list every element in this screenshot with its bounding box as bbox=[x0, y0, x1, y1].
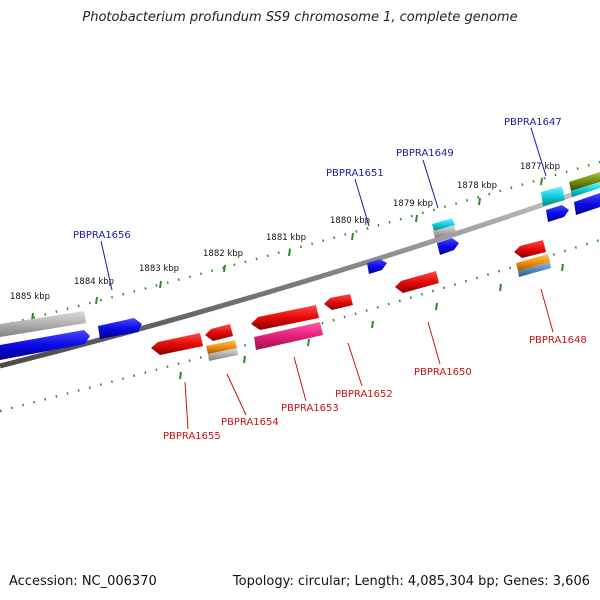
forward-strand-genes bbox=[0, 172, 600, 360]
gene-arrow[interactable] bbox=[0, 311, 86, 337]
gene-arrow[interactable] bbox=[516, 254, 550, 271]
gene-arrow[interactable] bbox=[206, 340, 237, 354]
gene-arrow[interactable] bbox=[541, 186, 565, 206]
gene-label[interactable]: PBPRA1647 bbox=[504, 117, 562, 128]
scale-labels: 1885 kbp 1884 kbp 1883 kbp 1882 kbp 1881… bbox=[10, 162, 560, 302]
scale-label: 1885 kbp bbox=[10, 292, 50, 302]
callout-line bbox=[540, 288, 554, 333]
scale-label: 1883 kbp bbox=[139, 264, 179, 274]
forward-gene-labels: PBPRA1656 PBPRA1651 PBPRA1649 PBPRA1647 bbox=[73, 117, 562, 241]
scale-label: 1884 kbp bbox=[74, 277, 114, 287]
accession-text: Accession: NC_006370 bbox=[9, 574, 157, 589]
callout-line bbox=[100, 240, 113, 291]
gene-label[interactable]: PBPRA1649 bbox=[396, 148, 454, 159]
callout-line bbox=[530, 127, 547, 177]
callout-line bbox=[347, 342, 363, 387]
gene-arrow[interactable] bbox=[367, 259, 387, 274]
gene-arrow[interactable] bbox=[569, 172, 600, 191]
callout-line bbox=[422, 159, 439, 209]
reverse-callouts bbox=[184, 288, 554, 430]
callout-line bbox=[184, 381, 189, 430]
gene-arrow[interactable] bbox=[205, 324, 233, 341]
genome-stats-text: Topology: circular; Length: 4,085,304 bp… bbox=[232, 574, 590, 589]
scale-label: 1881 kbp bbox=[266, 233, 306, 243]
gene-arrow[interactable] bbox=[571, 182, 600, 197]
gene-arrow[interactable] bbox=[324, 294, 353, 310]
gene-arrow[interactable] bbox=[98, 318, 142, 339]
reverse-strand-genes bbox=[151, 240, 551, 361]
gene-arrow[interactable] bbox=[546, 205, 569, 222]
scale-label: 1880 kbp bbox=[330, 216, 370, 226]
gene-arrow[interactable] bbox=[574, 193, 600, 215]
gene-arrow[interactable] bbox=[254, 322, 323, 350]
gene-arrow[interactable] bbox=[433, 225, 456, 238]
scale-label: 1878 kbp bbox=[457, 181, 497, 191]
gene-arrow[interactable] bbox=[518, 262, 551, 277]
gene-arrow[interactable] bbox=[151, 333, 203, 355]
gene-arrow[interactable] bbox=[432, 218, 455, 231]
map-title: Photobacterium profundum SS9 chromosome … bbox=[82, 10, 518, 25]
gene-label[interactable]: PBPRA1656 bbox=[73, 230, 131, 241]
gene-arrow[interactable] bbox=[514, 240, 546, 258]
reverse-scale-track bbox=[0, 238, 600, 413]
gene-arrow[interactable] bbox=[437, 238, 459, 255]
forward-scale-track bbox=[0, 160, 600, 328]
gene-label[interactable]: PBPRA1650 bbox=[414, 367, 472, 378]
gene-label[interactable]: PBPRA1654 bbox=[221, 417, 279, 428]
callout-line bbox=[427, 321, 441, 365]
gene-label[interactable]: PBPRA1648 bbox=[529, 335, 587, 346]
scale-label: 1879 kbp bbox=[393, 199, 433, 209]
callout-line bbox=[293, 356, 307, 402]
gene-arrow[interactable] bbox=[251, 305, 319, 330]
forward-major-ticks bbox=[31, 177, 543, 321]
gene-label[interactable]: PBPRA1655 bbox=[163, 431, 221, 442]
reverse-major-ticks bbox=[179, 263, 564, 380]
gene-arrow[interactable] bbox=[0, 330, 90, 360]
gene-arrow[interactable] bbox=[395, 271, 439, 293]
scale-label: 1882 kbp bbox=[203, 249, 243, 259]
gene-label[interactable]: PBPRA1651 bbox=[326, 168, 384, 179]
gene-label[interactable]: PBPRA1653 bbox=[281, 403, 339, 414]
gene-arrow[interactable] bbox=[208, 348, 238, 361]
scale-label: 1877 kbp bbox=[520, 162, 560, 172]
reverse-gene-labels: PBPRA1655 PBPRA1654 PBPRA1653 PBPRA1652 … bbox=[163, 335, 587, 442]
callout-line bbox=[354, 178, 370, 227]
forward-callouts bbox=[100, 127, 547, 291]
gene-label[interactable]: PBPRA1652 bbox=[335, 389, 393, 400]
callout-line bbox=[226, 373, 247, 416]
